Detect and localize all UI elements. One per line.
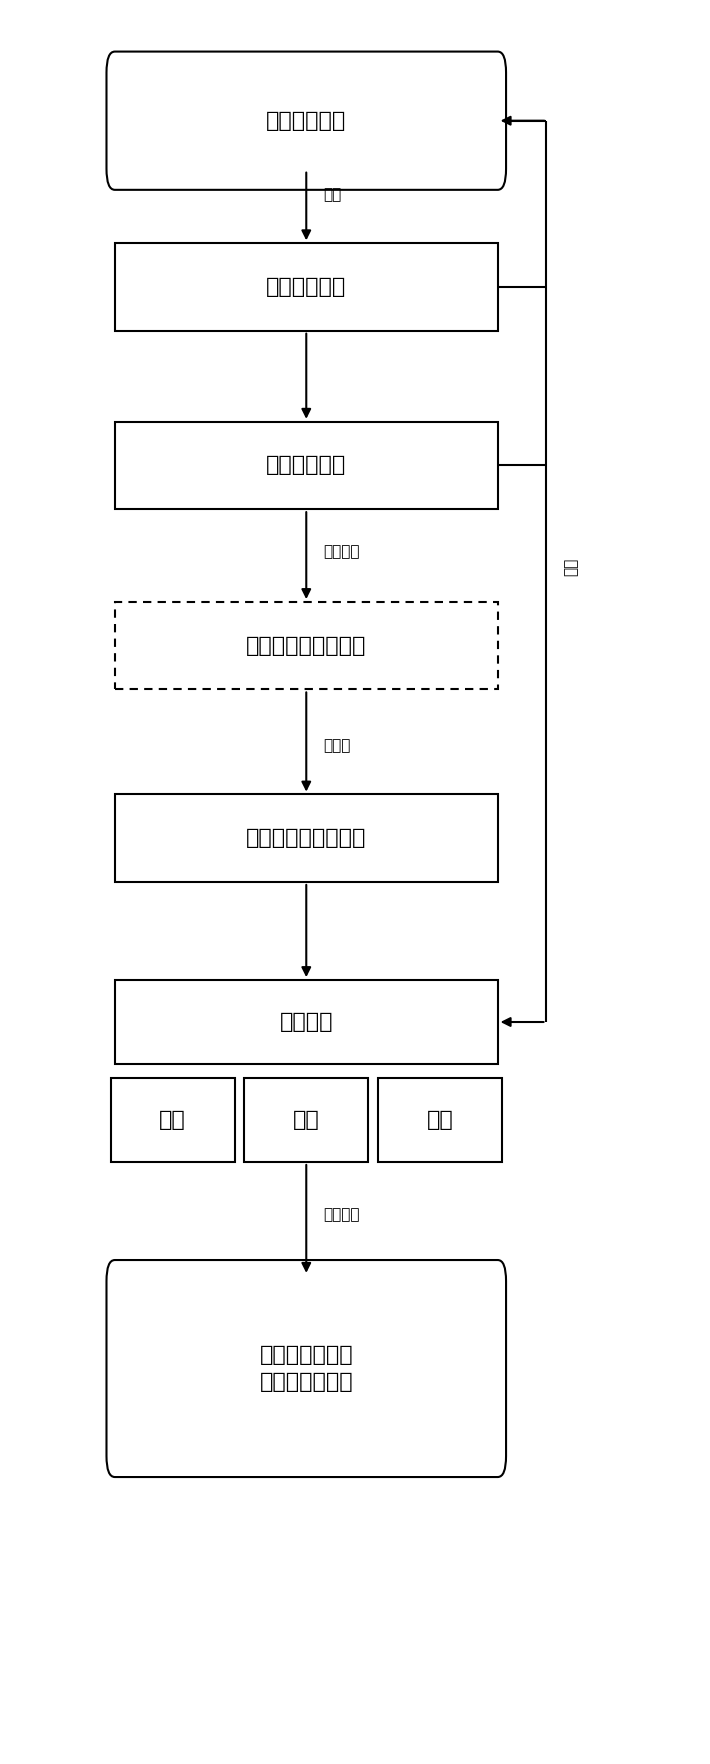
Text: 拖动至: 拖动至: [324, 737, 351, 753]
FancyBboxPatch shape: [115, 981, 498, 1064]
Text: 退出圈词模式，
并相关页面跳转: 退出圈词模式， 并相关页面跳转: [259, 1346, 353, 1392]
FancyBboxPatch shape: [378, 1078, 502, 1162]
Text: 显示分析结果候选词: 显示分析结果候选词: [246, 829, 366, 848]
FancyBboxPatch shape: [115, 602, 498, 690]
Text: 分享: 分享: [427, 1110, 453, 1131]
Text: 搜索: 搜索: [159, 1110, 186, 1131]
FancyBboxPatch shape: [106, 1259, 506, 1476]
FancyBboxPatch shape: [244, 1078, 368, 1162]
FancyBboxPatch shape: [115, 422, 498, 510]
FancyBboxPatch shape: [111, 1078, 234, 1162]
Text: 复制: 复制: [293, 1110, 320, 1131]
Text: 相关操作: 相关操作: [280, 1013, 333, 1032]
Text: 开启: 开启: [324, 187, 342, 201]
Text: 在页面上画圈: 在页面上画圈: [266, 455, 346, 476]
Text: 对圈中区域进行分析: 对圈中区域进行分析: [246, 635, 366, 656]
Text: 进入圈词模式: 进入圈词模式: [266, 277, 346, 296]
FancyBboxPatch shape: [115, 243, 498, 330]
FancyBboxPatch shape: [106, 51, 506, 191]
Text: 退出: 退出: [563, 557, 578, 577]
Text: 普通浏览页面: 普通浏览页面: [266, 111, 346, 131]
FancyBboxPatch shape: [115, 794, 498, 882]
Text: 完成操作: 完成操作: [324, 1207, 360, 1222]
Text: 滑出显示: 滑出显示: [324, 543, 360, 559]
